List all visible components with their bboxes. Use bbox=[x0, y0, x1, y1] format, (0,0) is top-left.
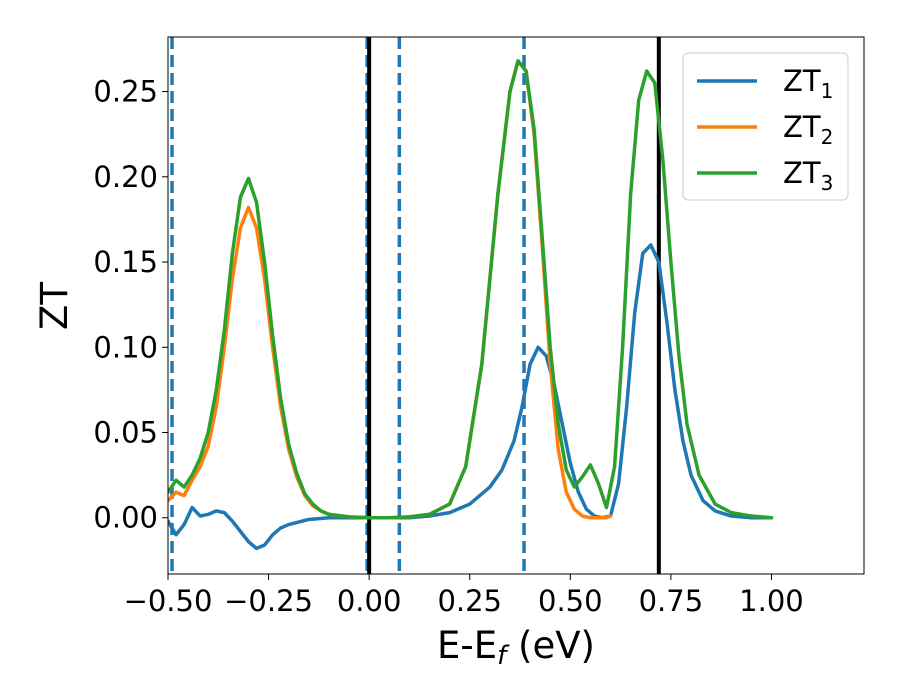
legend-label-1: ZT1 bbox=[783, 64, 833, 103]
y-tick-label: 0.10 bbox=[93, 330, 158, 364]
legend-label-3: ZT3 bbox=[783, 156, 833, 195]
x-tick-label: 1.00 bbox=[739, 584, 804, 618]
series-line-2 bbox=[168, 59, 613, 520]
series-line-3 bbox=[168, 59, 774, 520]
x-tick-label: 0.75 bbox=[639, 584, 704, 618]
legend-frame bbox=[682, 52, 849, 201]
series-lines bbox=[168, 59, 774, 551]
legend: ZT1 ZT2 ZT3 bbox=[682, 52, 849, 201]
x-tick-label: 0.00 bbox=[337, 584, 402, 618]
y-tick-label: 0.00 bbox=[93, 501, 158, 535]
x-tick-label: 0.25 bbox=[437, 584, 502, 618]
y-axis-ticks: 0.00 0.05 0.10 0.15 0.20 0.25 bbox=[93, 75, 168, 535]
y-tick-label: 0.20 bbox=[93, 160, 158, 194]
x-tick-label: −0.50 bbox=[124, 584, 213, 618]
series-line-1 bbox=[168, 243, 774, 551]
legend-label-2: ZT2 bbox=[783, 110, 833, 149]
y-tick-label: 0.25 bbox=[93, 75, 158, 109]
x-axis-title: E-Ef (eV) bbox=[437, 624, 595, 671]
x-tick-label: 0.50 bbox=[538, 584, 603, 618]
y-axis-title: ZT bbox=[33, 282, 76, 330]
x-tick-label: −0.25 bbox=[224, 584, 313, 618]
y-tick-label: 0.05 bbox=[93, 416, 158, 450]
x-axis-ticks: −0.50 −0.25 0.00 0.25 0.50 0.75 1.00 bbox=[124, 574, 804, 618]
plot-frame bbox=[167, 36, 865, 575]
y-tick-label: 0.15 bbox=[93, 245, 158, 279]
vertical-reference-lines bbox=[170, 37, 661, 574]
